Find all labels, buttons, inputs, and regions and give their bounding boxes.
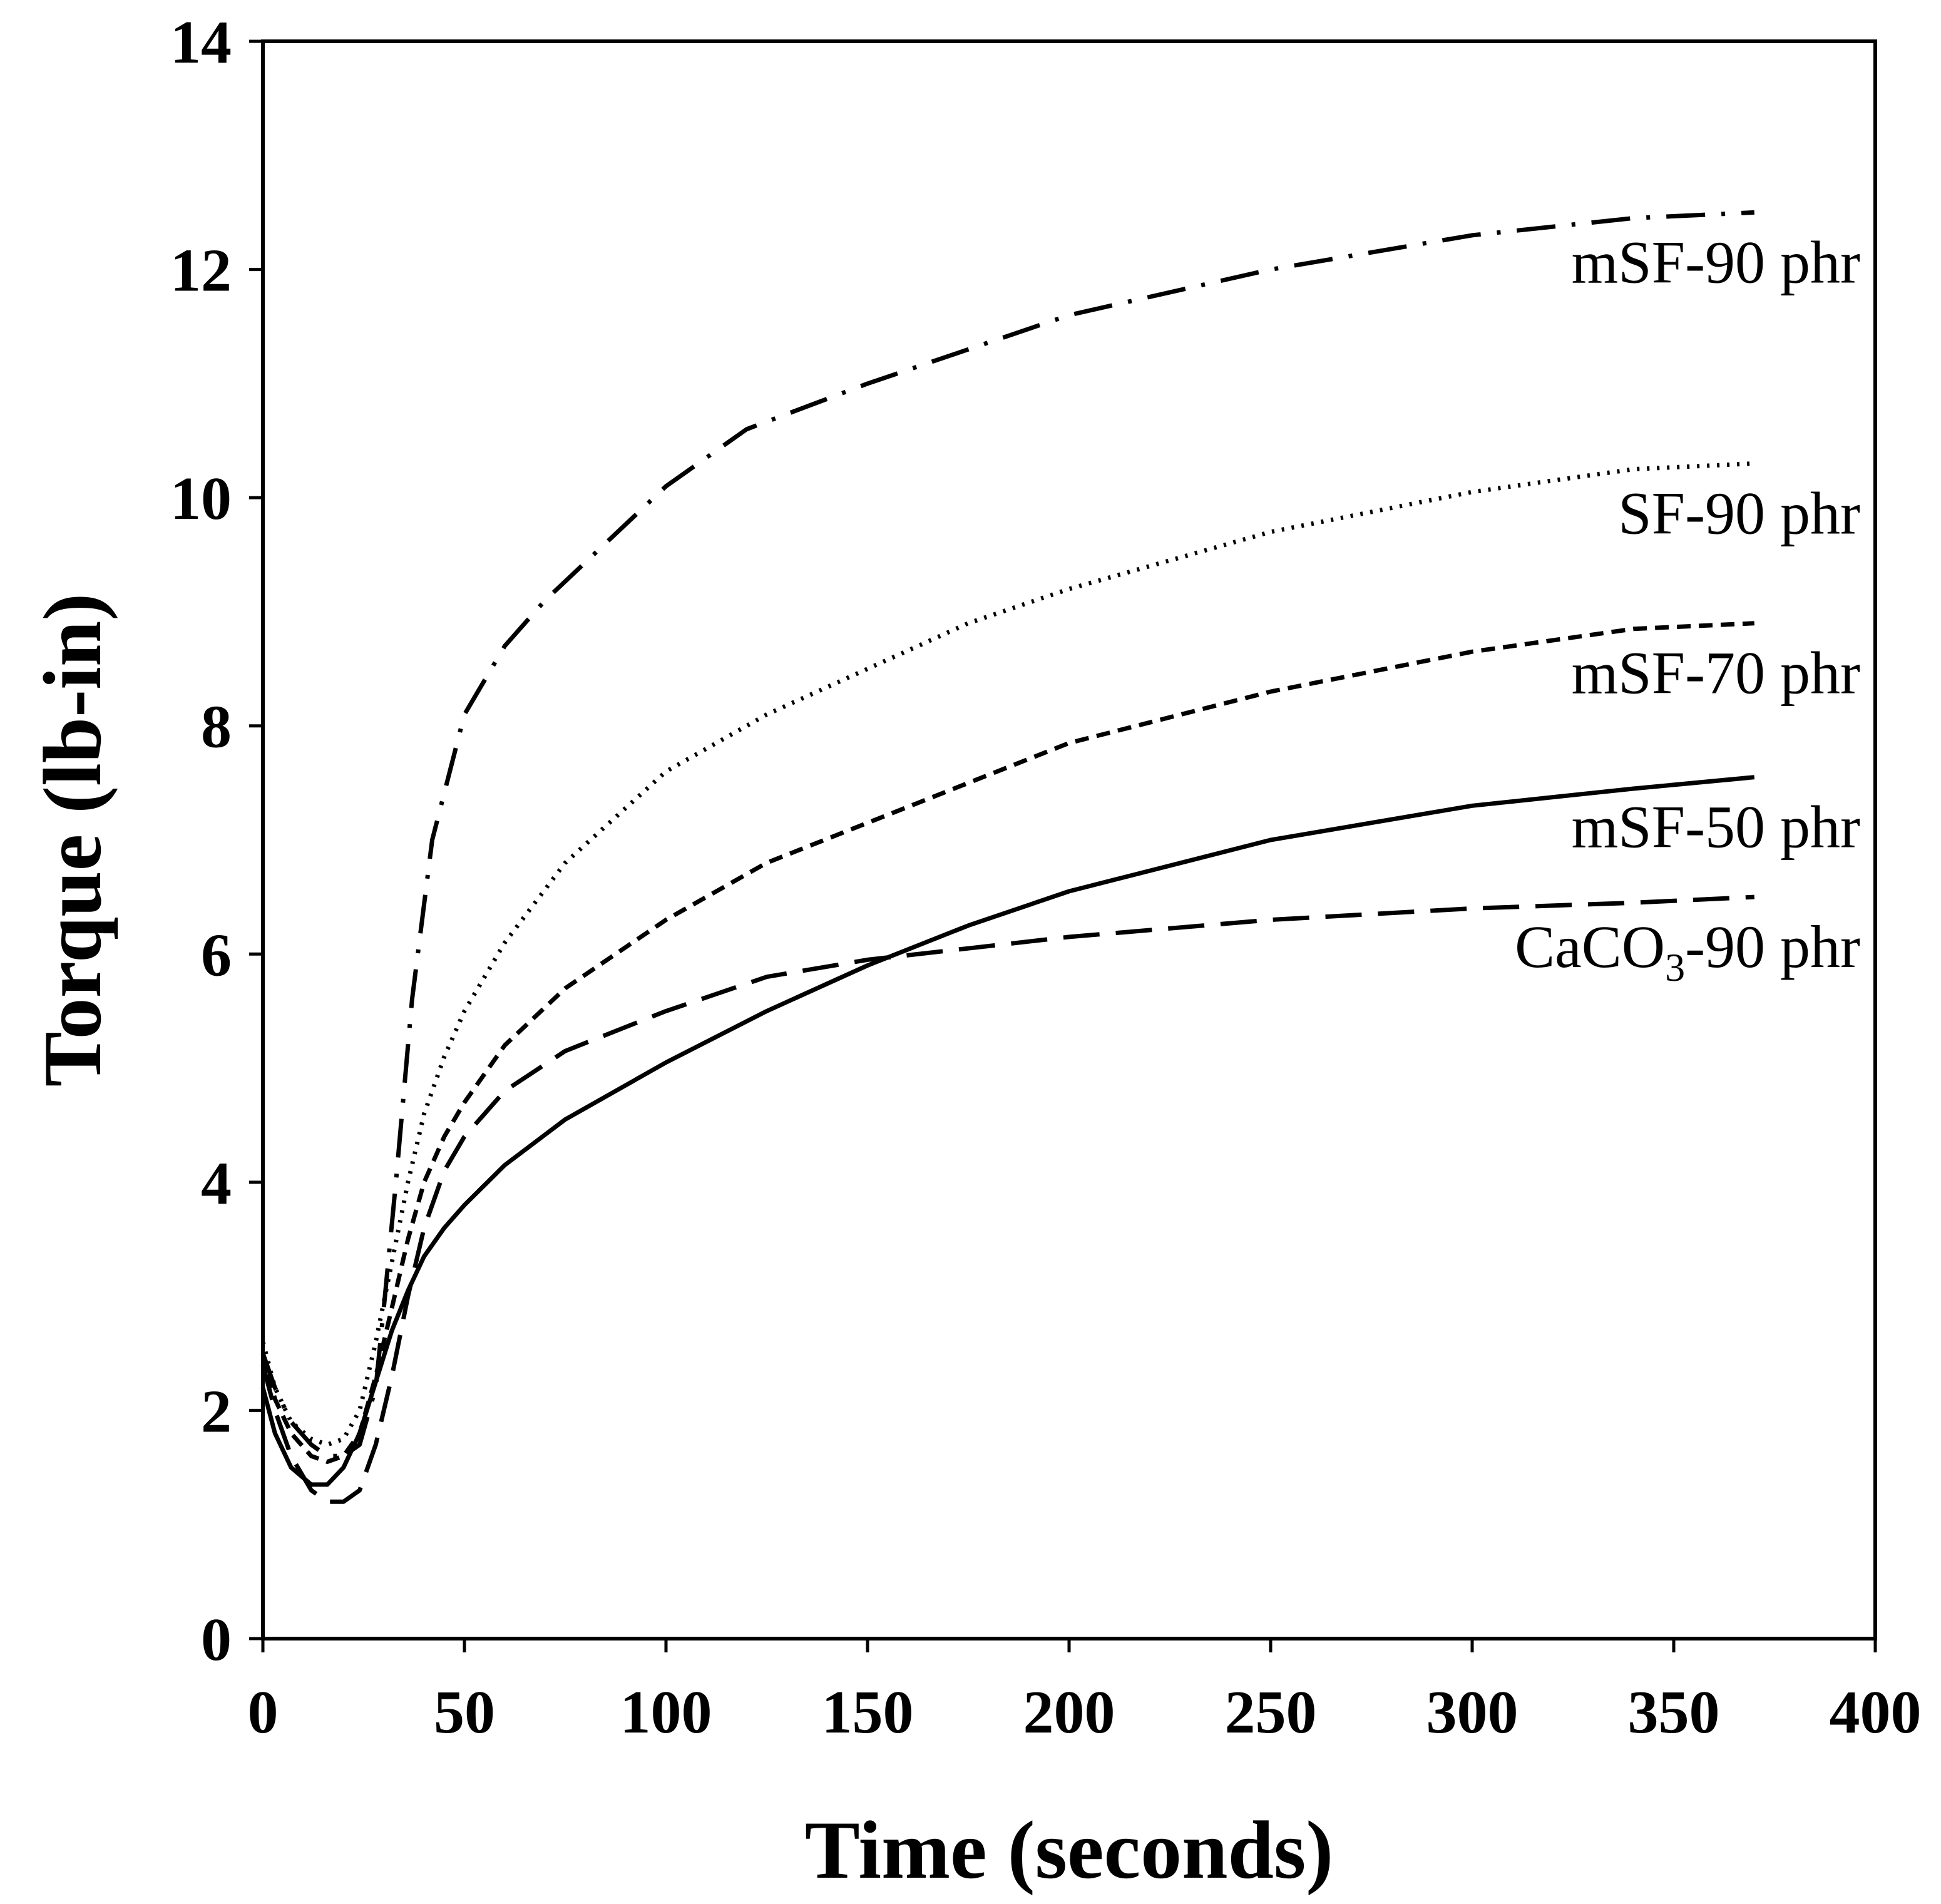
series-labels: mSF-90 phr SF-90 phr mSF-70 phr mSF-50 phr C… — [1515, 228, 1860, 990]
x-tick-label: 200 — [1023, 1679, 1115, 1746]
x-tick-label: 300 — [1426, 1679, 1518, 1746]
series-line — [260, 894, 1754, 1504]
y-tick-label: 12 — [170, 237, 232, 305]
x-tick-label: 250 — [1225, 1679, 1317, 1746]
y-tick-label: 10 — [170, 465, 232, 533]
series-label: mSF-70 phr — [1572, 640, 1860, 707]
series-label: CaCO3-90 phr — [1515, 913, 1860, 990]
y-tick-label: 8 — [201, 694, 232, 761]
series-label: SF-90 phr — [1618, 479, 1860, 546]
x-tick-label: 150 — [822, 1679, 914, 1746]
y-tick-label: 6 — [201, 921, 232, 989]
series-label: mSF-50 phr — [1572, 794, 1860, 861]
x-tick-label: 100 — [620, 1679, 712, 1746]
series-line — [260, 621, 1754, 1464]
y-tick-label: 4 — [201, 1150, 232, 1217]
y-tick-label: 14 — [170, 9, 232, 76]
x-tick-label: 50 — [434, 1679, 495, 1746]
x-tick-label: 400 — [1830, 1679, 1922, 1746]
x-axis: 0 50 100 150 200 250 300 350 400 — [248, 1639, 1922, 1746]
x-tick-label: 0 — [248, 1679, 279, 1746]
y-tick-label: 0 — [201, 1606, 232, 1674]
series-label: mSF-90 phr — [1572, 228, 1860, 295]
x-axis-title: Time (seconds) — [805, 1804, 1334, 1896]
y-tick-label: 2 — [201, 1378, 232, 1445]
x-tick-label: 350 — [1628, 1679, 1720, 1746]
series-line — [260, 210, 1754, 1458]
y-axis: 0 2 4 6 8 10 12 14 — [170, 9, 263, 1674]
y-axis-title: Torque (lb-in) — [26, 593, 118, 1087]
series-lines — [260, 210, 1755, 1504]
series-line — [260, 775, 1755, 1487]
